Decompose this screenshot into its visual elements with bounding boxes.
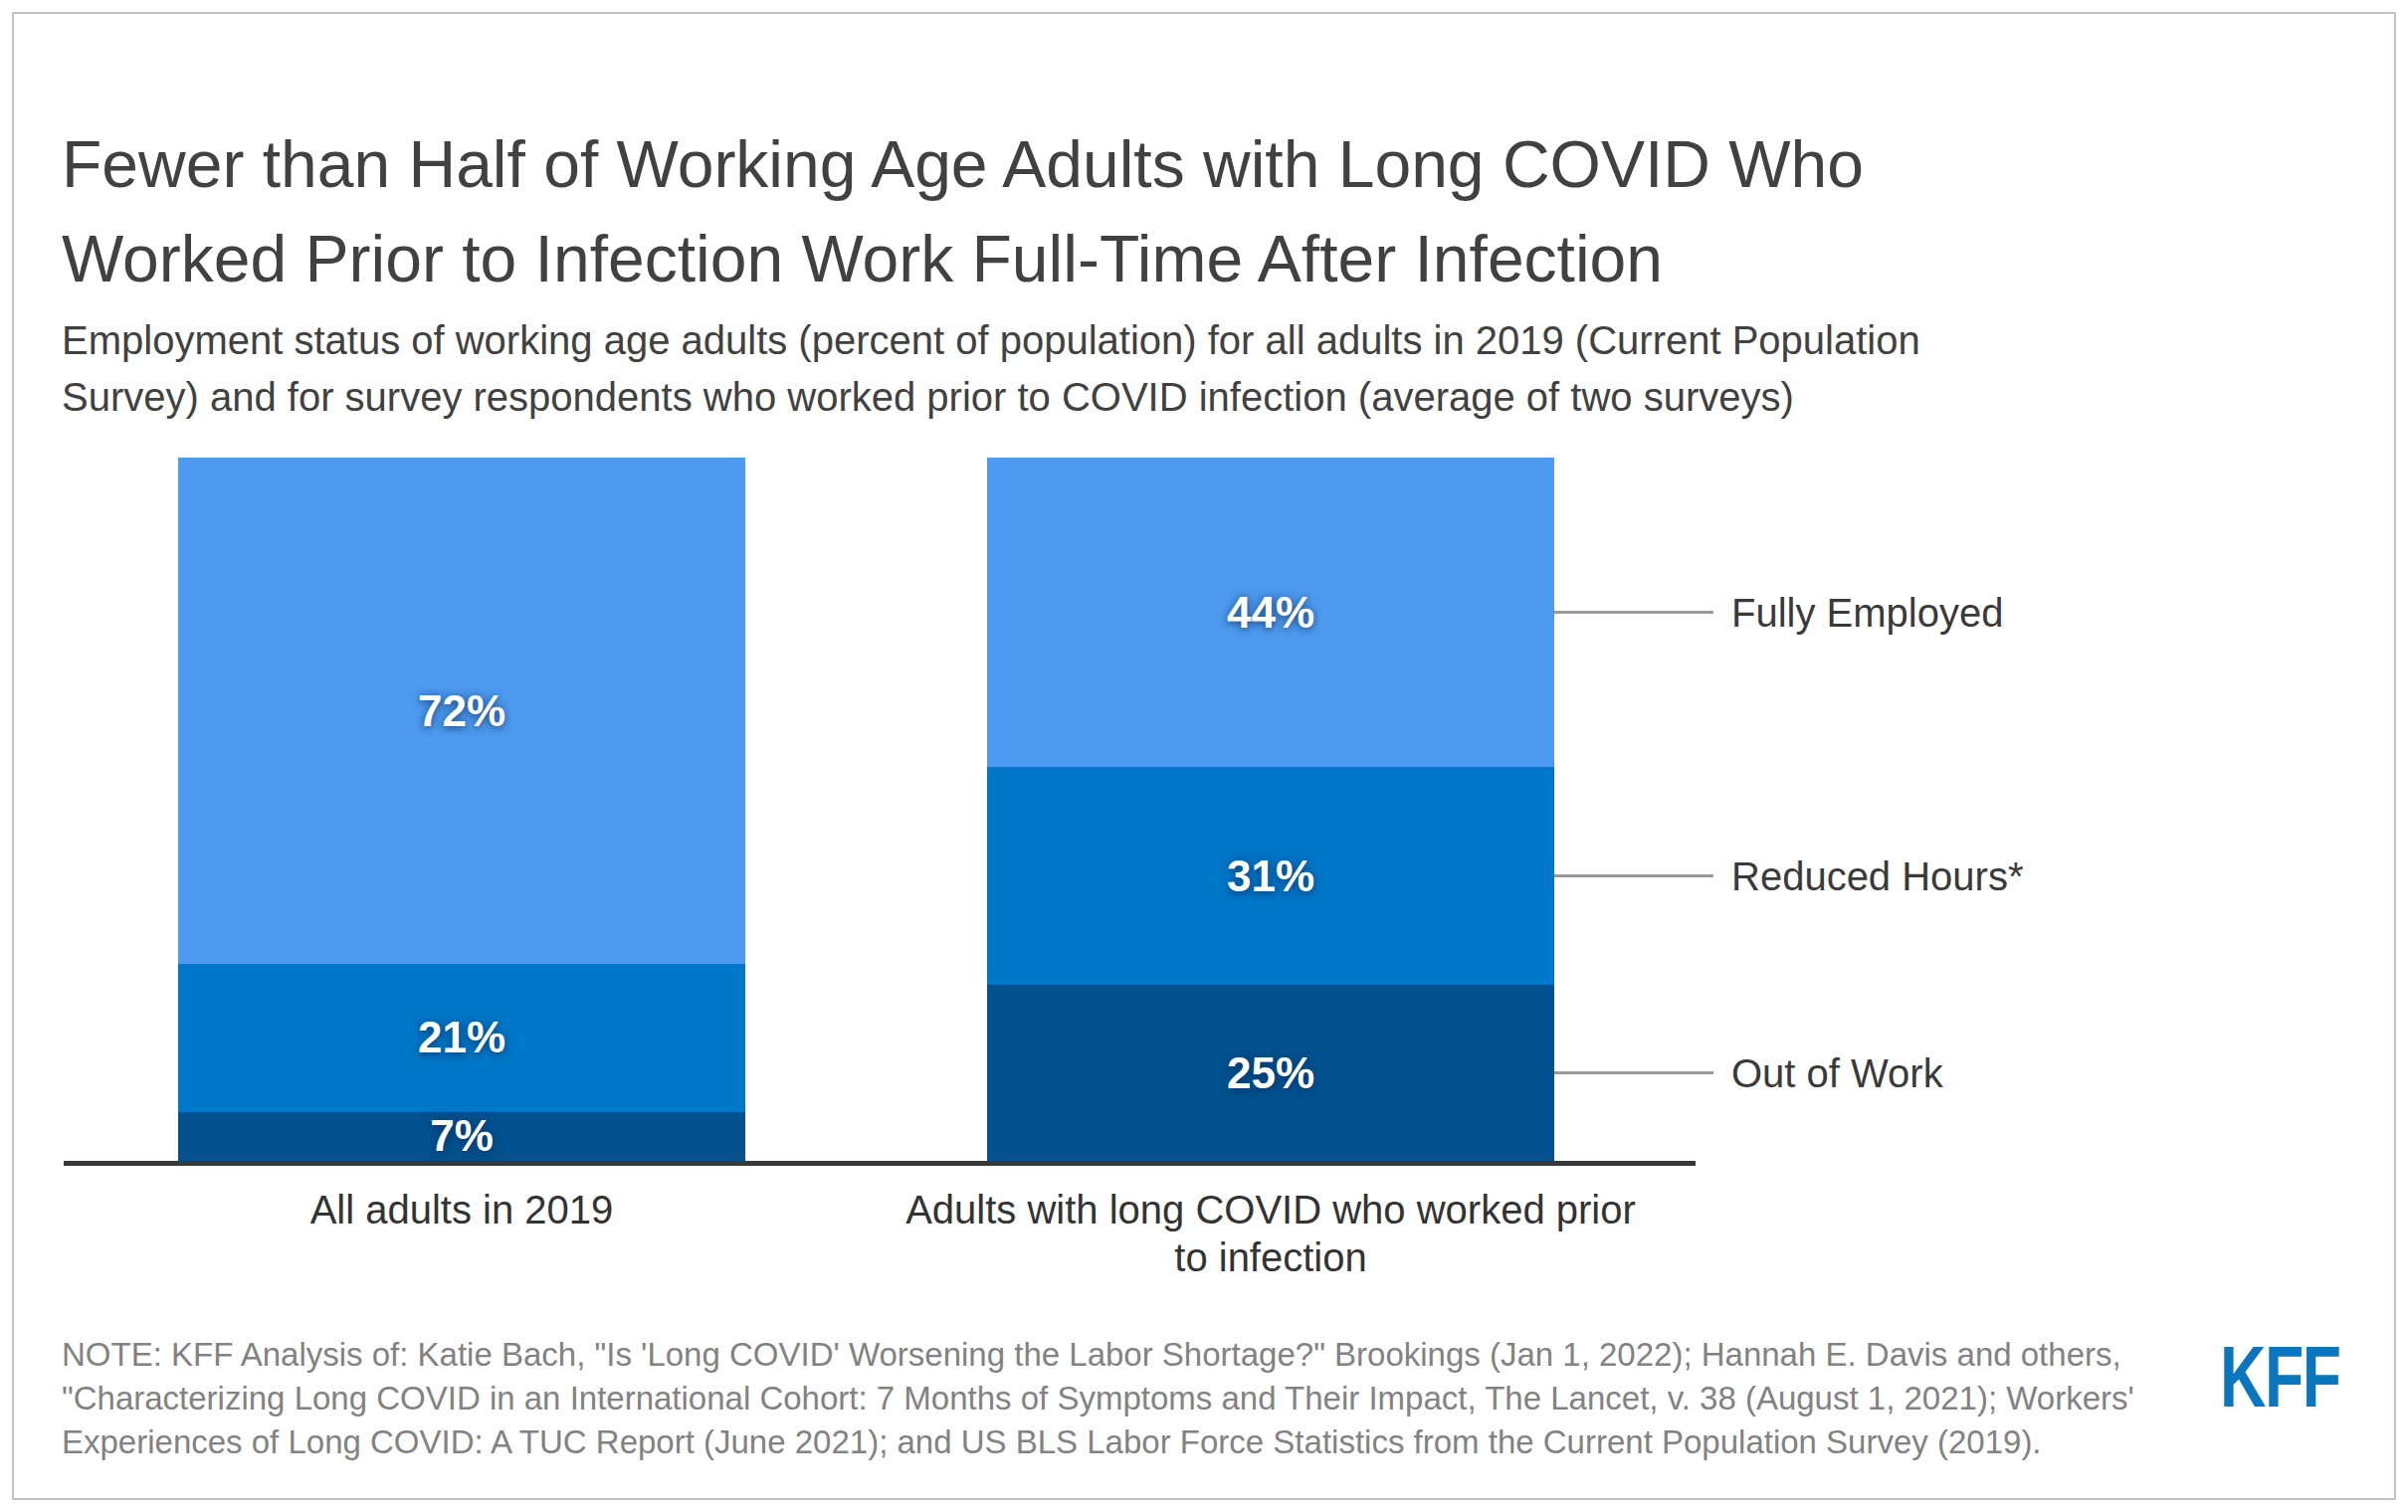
legend-label-fully-employed: Fully Employed	[1731, 590, 2003, 635]
source-note: NOTE: KFF Analysis of: Katie Bach, "Is '…	[62, 1333, 2186, 1464]
legend-label-reduced-hours: Reduced Hours*	[1731, 853, 2024, 898]
stacked-bar-all-adults-in-2019: 72% 21% 7%	[178, 458, 745, 1161]
plot-area: 72%21%7%All adults in 201944%31%25%Adult…	[0, 0, 2408, 1512]
legend-leader-line-reduced-hours	[1554, 874, 1713, 877]
bar-segment-out-of-work: 25%	[987, 985, 1554, 1161]
segment-value-label: 7%	[430, 1114, 494, 1158]
legend-label-out-of-work: Out of Work	[1731, 1050, 1943, 1095]
segment-value-label: 72%	[418, 689, 505, 733]
bar-segment-reduced-hours: 21%	[178, 964, 745, 1111]
category-label-adults-with-long-covid-who-worked-prior-to-infection: Adults with long COVID who worked priort…	[773, 1186, 1768, 1281]
bar-segment-fully-employed: 44%	[987, 458, 1554, 767]
segment-value-label: 25%	[1227, 1051, 1314, 1095]
bar-segment-fully-employed: 72%	[178, 458, 745, 964]
legend-leader-line-out-of-work	[1554, 1071, 1713, 1074]
segment-value-label: 44%	[1227, 591, 1314, 635]
legend-leader-line-fully-employed	[1554, 611, 1713, 614]
bar-segment-out-of-work: 7%	[178, 1112, 745, 1161]
segment-value-label: 31%	[1227, 854, 1314, 898]
bar-segment-reduced-hours: 31%	[987, 767, 1554, 985]
category-label-line: to infection	[773, 1233, 1768, 1281]
category-label-line: Adults with long COVID who worked prior	[773, 1186, 1768, 1233]
x-axis-line	[64, 1161, 1696, 1166]
kff-logo: KFF	[2220, 1333, 2339, 1420]
stacked-bar-adults-with-long-covid-who-worked-prior-to-infection: 44% 31% 25%	[987, 458, 1554, 1161]
segment-value-label: 21%	[418, 1016, 505, 1059]
